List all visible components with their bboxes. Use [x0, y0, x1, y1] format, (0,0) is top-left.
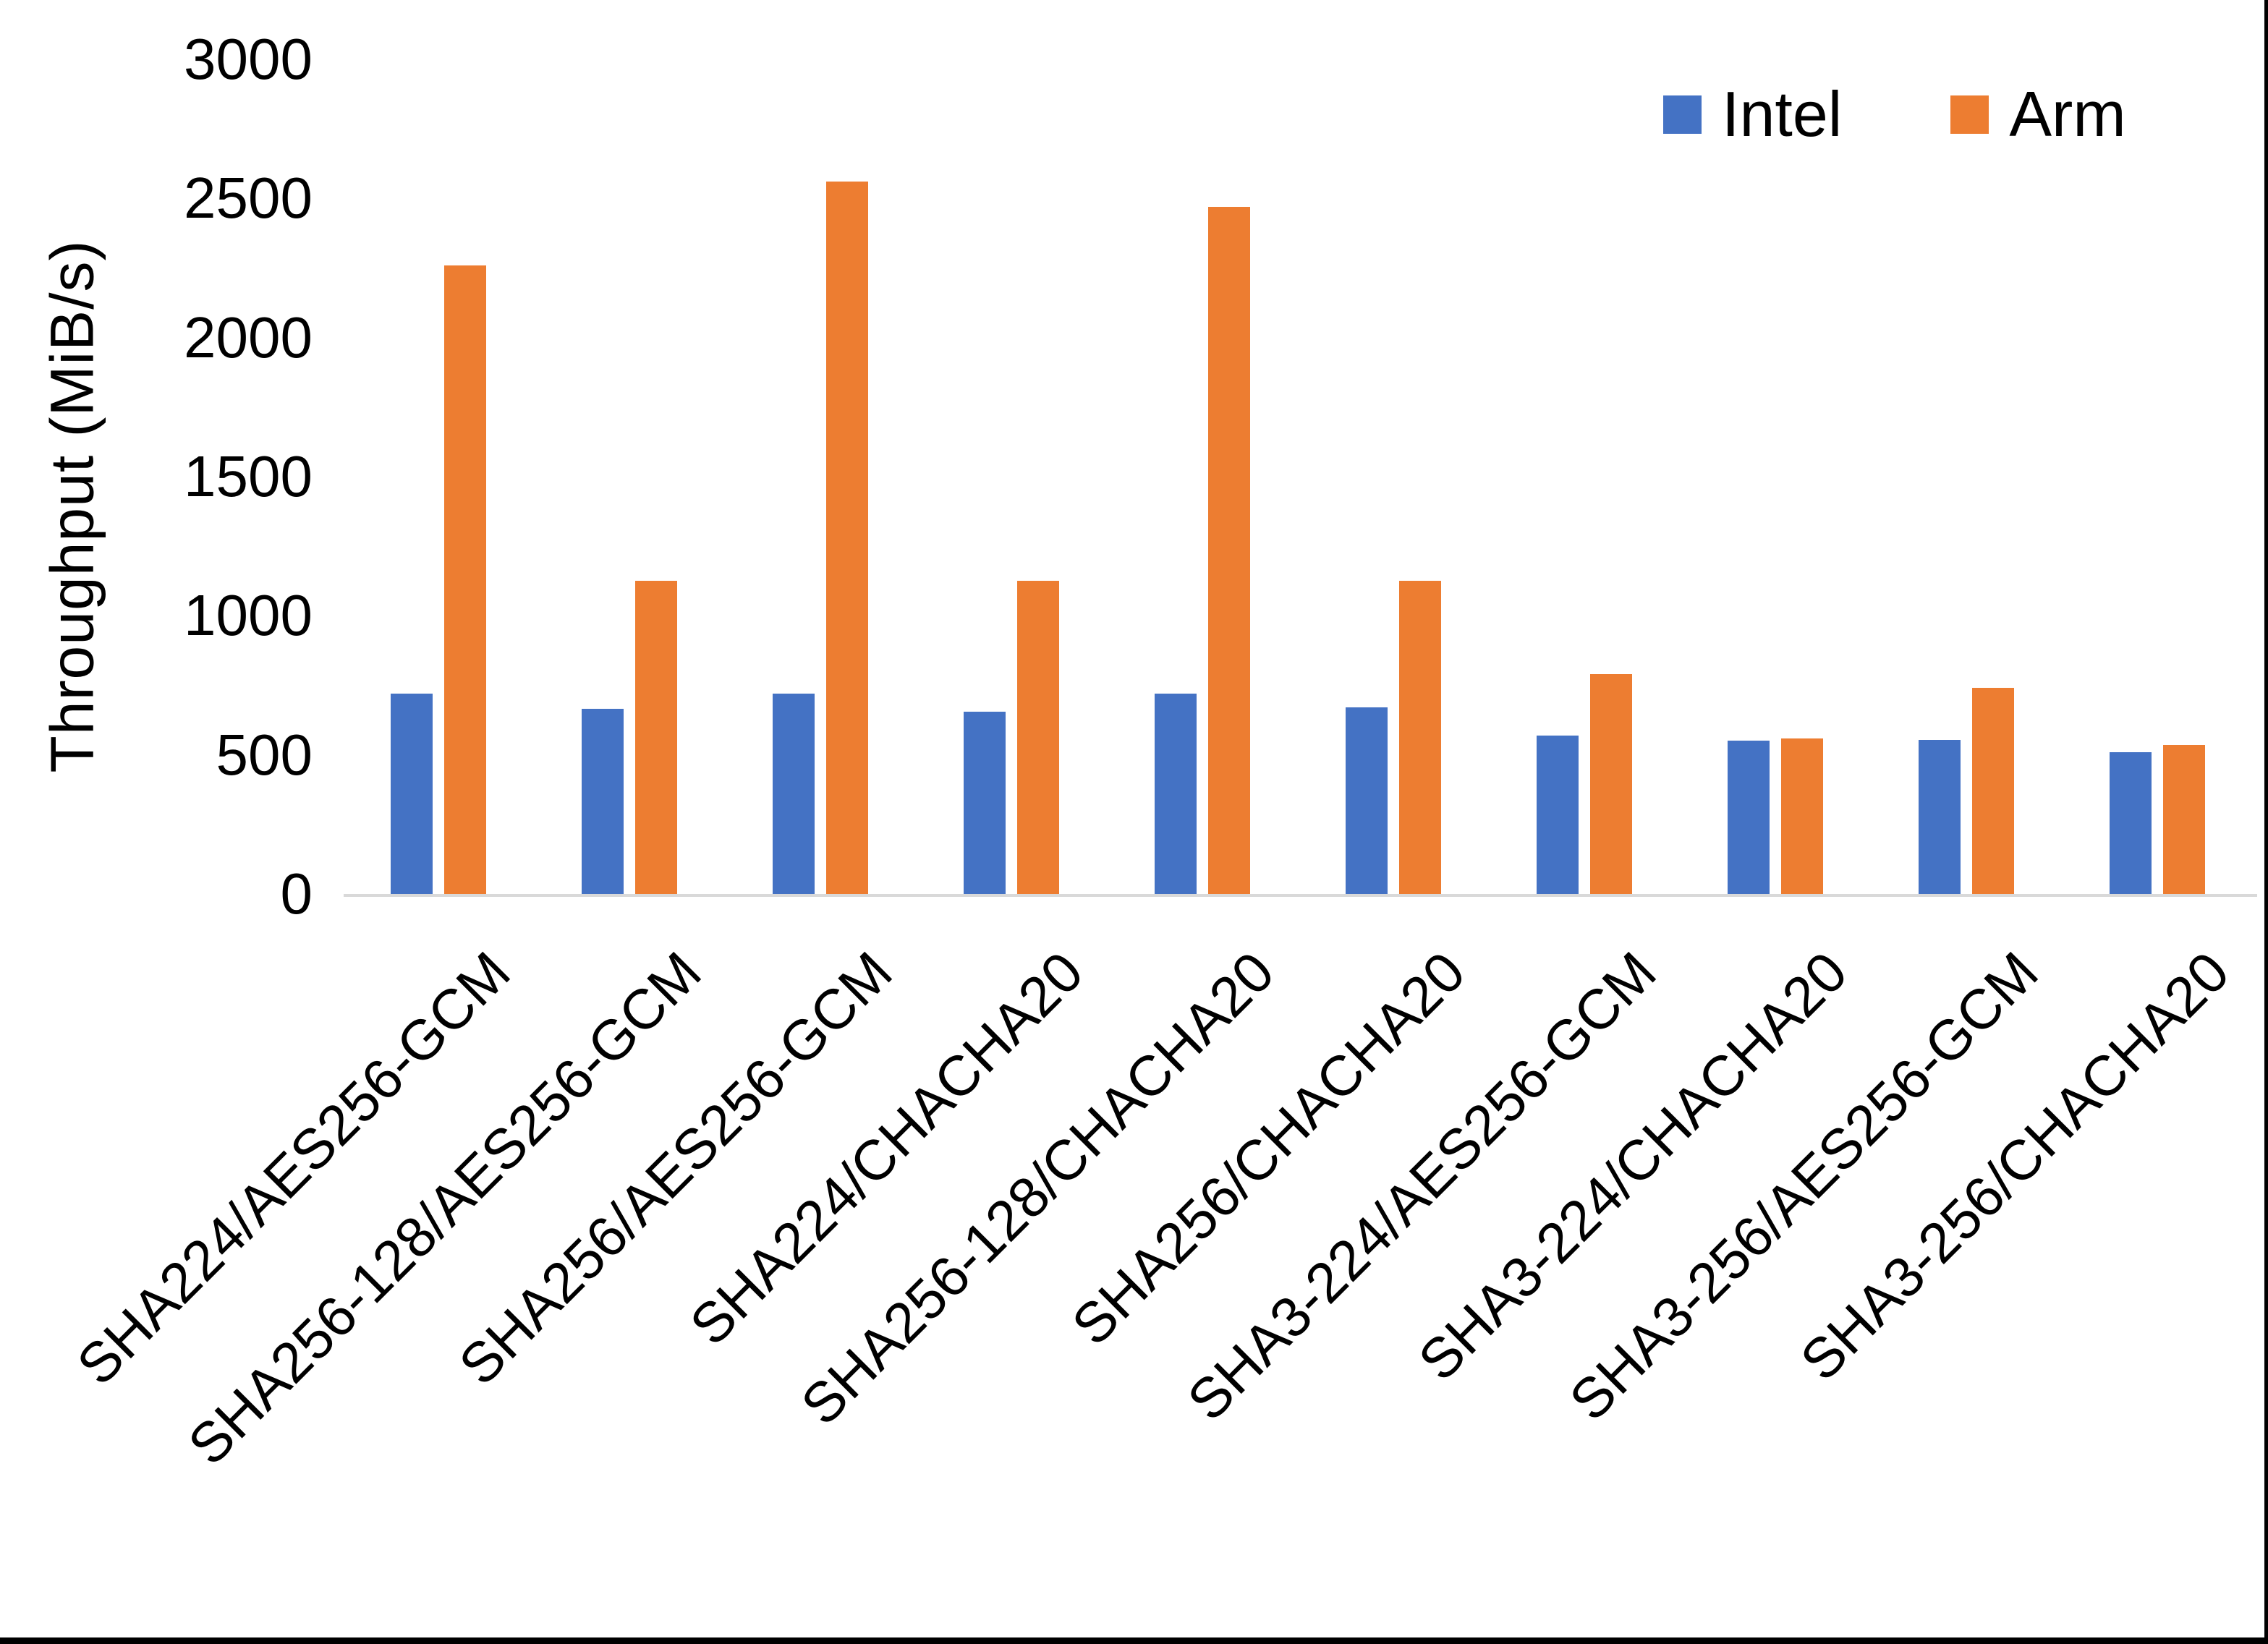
y-tick-label: 1000: [184, 583, 313, 648]
bar-arm: [1399, 581, 1441, 894]
bar-arm: [1590, 674, 1632, 894]
x-category-label: SHA256-128/AES256-GCM: [175, 940, 713, 1477]
bar-arm: [1972, 688, 2014, 894]
bar-arm: [1781, 738, 1823, 894]
bar-intel: [964, 712, 1006, 894]
bar-arm: [1208, 206, 1250, 894]
bar-arm: [2163, 745, 2205, 894]
bar-intel: [773, 694, 815, 894]
bar-intel: [582, 709, 624, 894]
arm-swatch-icon: [1950, 95, 1989, 134]
y-tick-label: 3000: [184, 27, 313, 91]
legend-label-intel: Intel: [1722, 78, 1843, 150]
bar-intel: [1155, 694, 1197, 894]
bar-intel: [2110, 751, 2152, 894]
bar-intel: [1728, 741, 1770, 894]
legend-item-intel: Intel: [1663, 78, 1842, 150]
bar-intel: [1346, 707, 1388, 894]
bar-intel: [1919, 739, 1961, 894]
bar-arm: [826, 182, 868, 894]
bar-intel: [391, 694, 433, 894]
y-tick-label: 1500: [184, 444, 313, 508]
bar-arm: [1017, 581, 1059, 894]
y-tick-label: 500: [216, 722, 313, 787]
y-tick-label: 2500: [184, 166, 313, 231]
legend-item-arm: Arm: [1950, 78, 2126, 150]
legend: Intel Arm: [1663, 78, 2126, 150]
y-tick-label: 0: [280, 861, 313, 926]
x-axis-line: [344, 894, 2257, 897]
y-tick-label: 2000: [184, 304, 313, 370]
intel-swatch-icon: [1663, 95, 1702, 134]
bar-arm: [444, 265, 486, 894]
legend-label-arm: Arm: [2009, 78, 2126, 150]
bar-intel: [1537, 735, 1579, 894]
bar-arm: [635, 581, 677, 894]
